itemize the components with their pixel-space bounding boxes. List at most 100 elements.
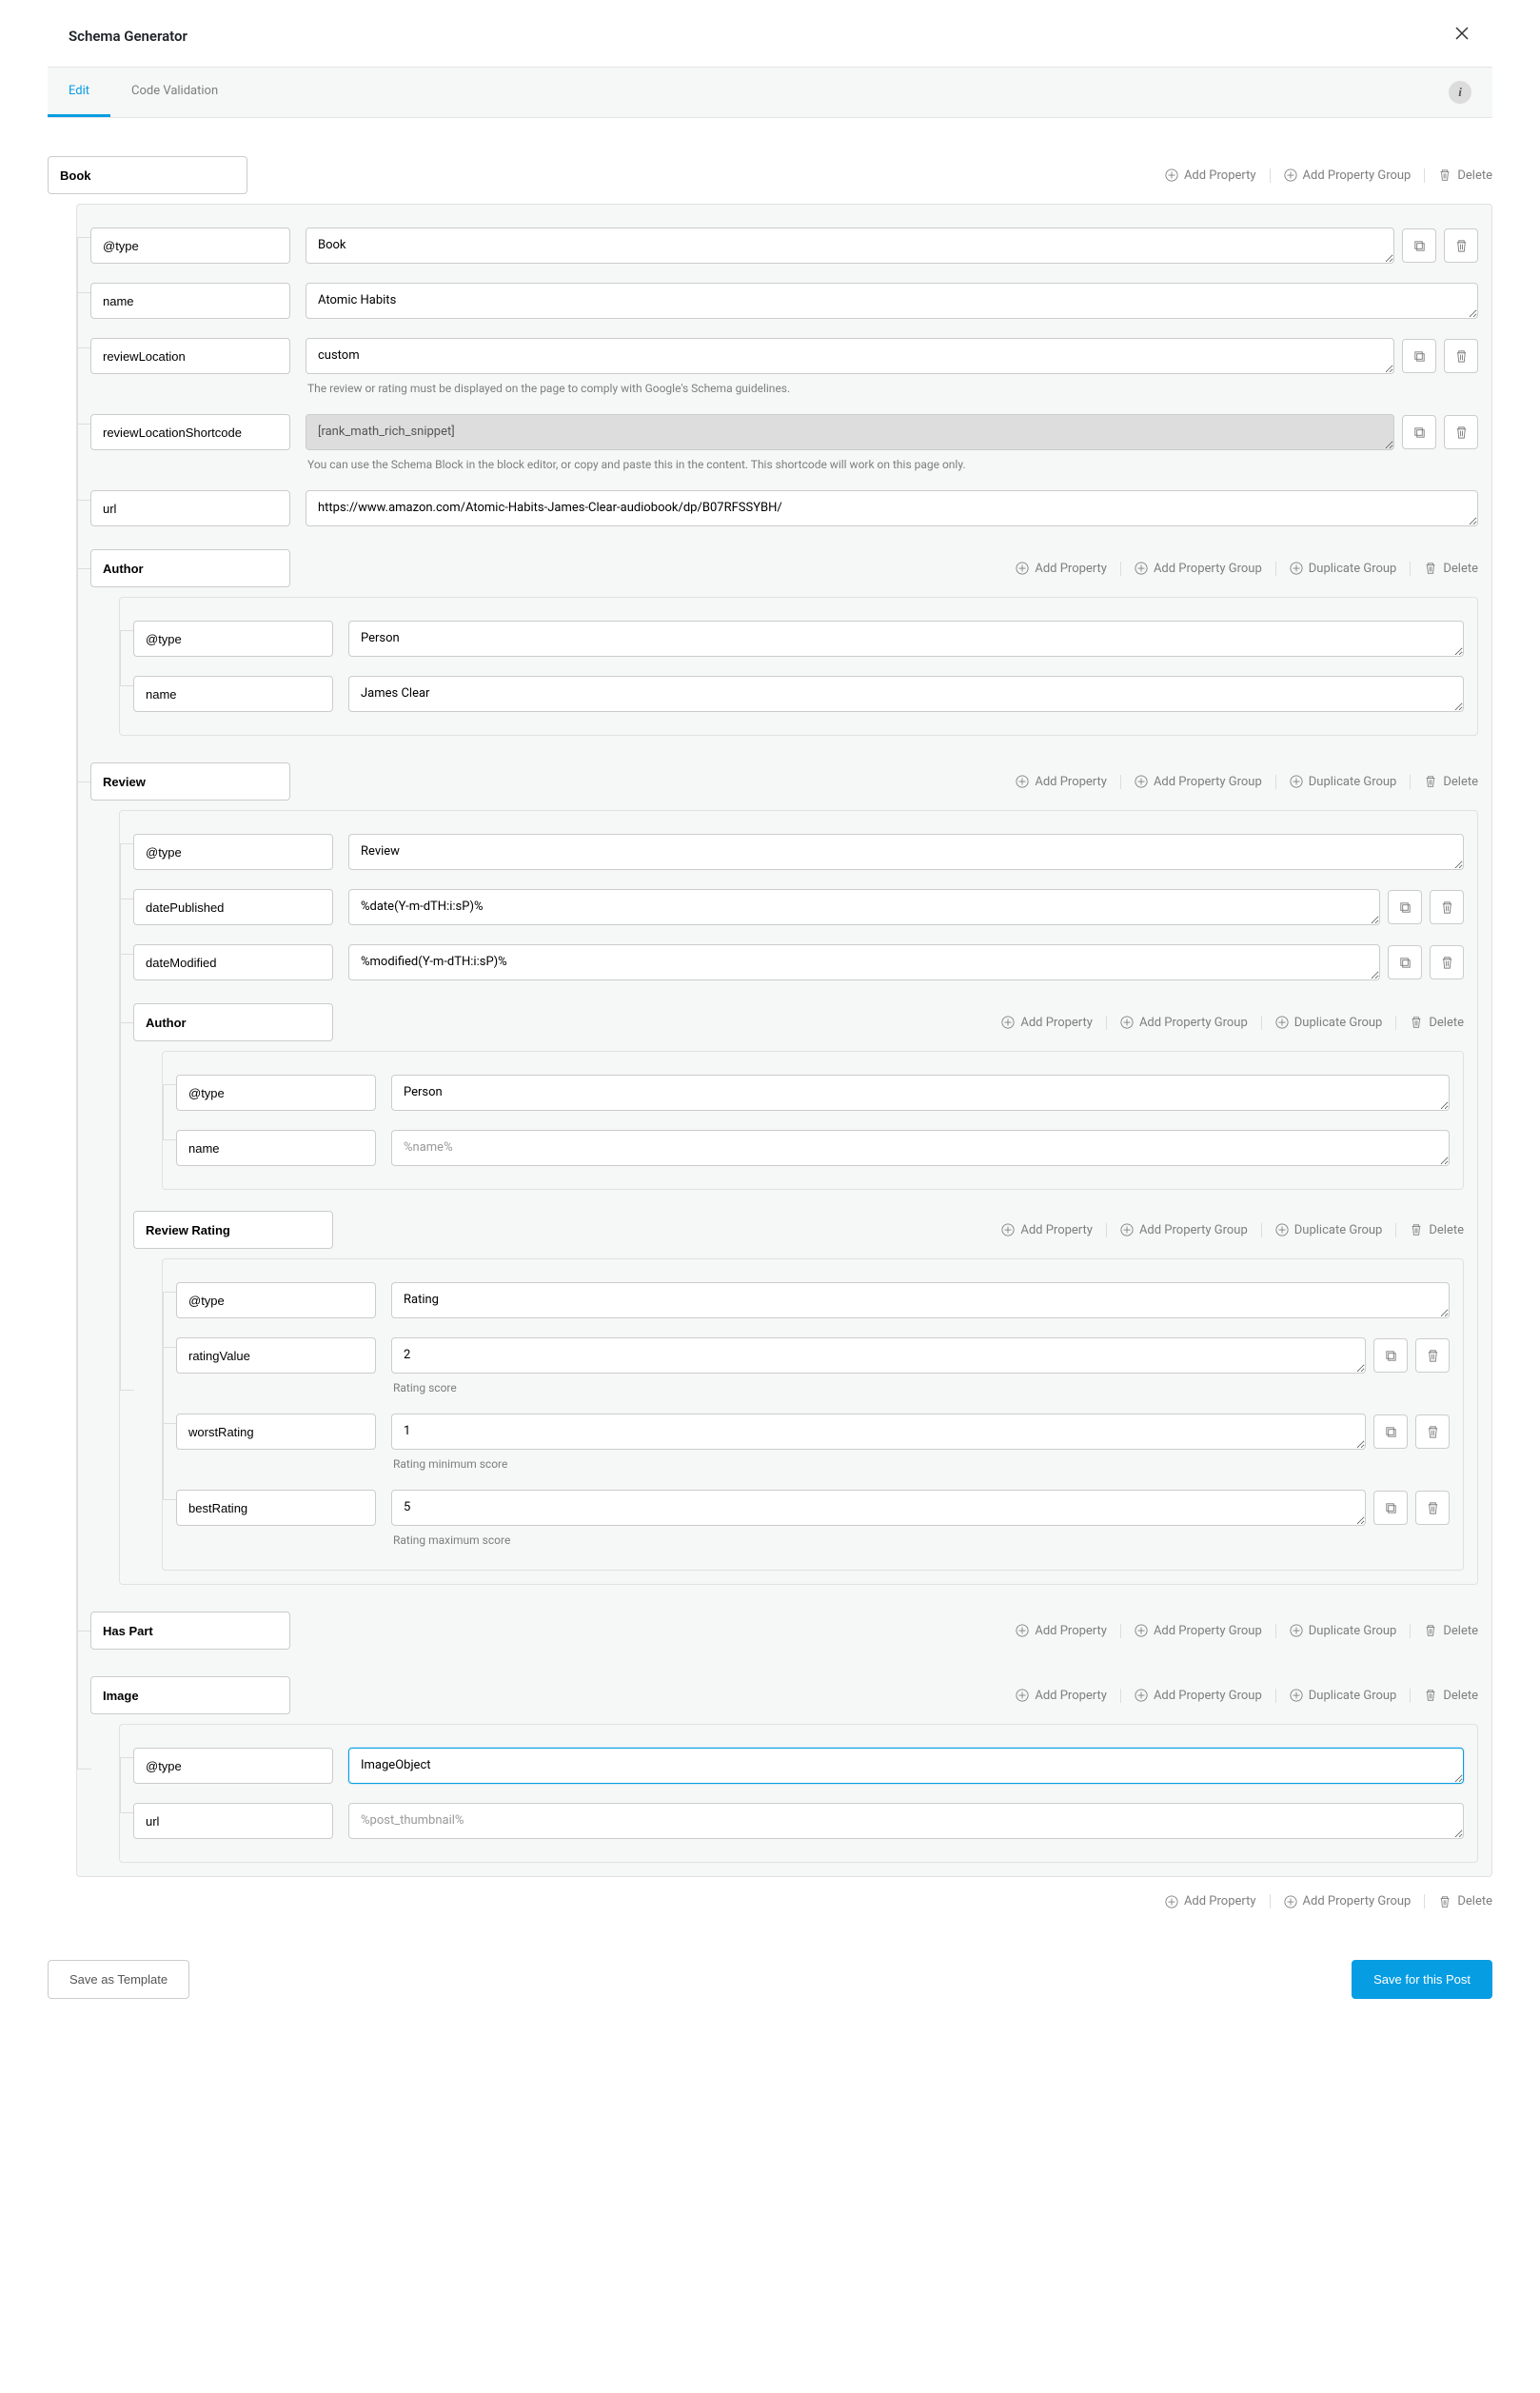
add-property-link[interactable]: Add Property: [988, 1016, 1107, 1030]
add-property-group-link[interactable]: Add Property Group: [1107, 1223, 1262, 1237]
property-label-input[interactable]: [133, 1803, 333, 1839]
property-value-input[interactable]: Review: [348, 834, 1464, 870]
property-row: Book: [90, 218, 1478, 273]
property-label-input[interactable]: [90, 283, 290, 319]
copy-button[interactable]: [1388, 890, 1422, 924]
property-label-input[interactable]: [176, 1414, 376, 1450]
delete-button[interactable]: [1444, 228, 1478, 263]
group-label-input[interactable]: [90, 1676, 290, 1714]
copy-button[interactable]: [1402, 339, 1436, 373]
property-label-input[interactable]: [133, 1748, 333, 1784]
property-value-input[interactable]: Atomic Habits: [306, 283, 1478, 319]
property-label-input[interactable]: [90, 227, 290, 264]
copy-button[interactable]: [1402, 228, 1436, 263]
property-value-input[interactable]: Book: [306, 227, 1394, 264]
group-label-input[interactable]: [90, 762, 290, 801]
property-value-input[interactable]: James Clear: [348, 676, 1464, 712]
delete-button[interactable]: [1415, 1338, 1450, 1373]
group-label-input[interactable]: [133, 1211, 333, 1249]
copy-button[interactable]: [1373, 1414, 1408, 1449]
delete-link[interactable]: Delete: [1411, 562, 1478, 576]
property-label-input[interactable]: [90, 338, 290, 374]
delete-button[interactable]: [1430, 890, 1464, 924]
group-label-input[interactable]: [90, 549, 290, 587]
add-property-link[interactable]: Add Property: [1002, 1624, 1121, 1638]
action-label: Add Property Group: [1154, 1624, 1262, 1638]
delete-link[interactable]: Delete: [1396, 1016, 1464, 1030]
copy-icon: [1412, 239, 1427, 253]
add-property-group-link[interactable]: Add Property Group: [1121, 775, 1276, 789]
property-label-input[interactable]: [133, 621, 333, 657]
property-value-input[interactable]: https://www.amazon.com/Atomic-Habits-Jam…: [306, 490, 1478, 526]
property-value-input[interactable]: custom: [306, 338, 1394, 374]
duplicate-group-link[interactable]: Duplicate Group: [1276, 775, 1412, 789]
property-label-input[interactable]: [133, 676, 333, 712]
add-property-link[interactable]: Add Property: [1152, 168, 1271, 183]
add-property-group-link[interactable]: Add Property Group: [1271, 168, 1426, 183]
delete-link[interactable]: Delete: [1425, 168, 1492, 183]
add-property-group-link[interactable]: Add Property Group: [1271, 1894, 1426, 1908]
delete-link[interactable]: Delete: [1425, 1894, 1492, 1908]
property-label-input[interactable]: [133, 834, 333, 870]
property-value-input[interactable]: 2: [391, 1337, 1366, 1374]
add-property-link[interactable]: Add Property: [988, 1223, 1107, 1237]
add-property-link[interactable]: Add Property: [1152, 1894, 1271, 1908]
duplicate-group-link[interactable]: Duplicate Group: [1276, 562, 1412, 576]
delete-button[interactable]: [1444, 415, 1478, 449]
delete-link[interactable]: Delete: [1411, 1624, 1478, 1638]
property-label-input[interactable]: [90, 490, 290, 526]
property-label-input[interactable]: [176, 1282, 376, 1318]
add-property-link[interactable]: Add Property: [1002, 1689, 1121, 1703]
delete-button[interactable]: [1415, 1414, 1450, 1449]
add-property-link[interactable]: Add Property: [1002, 775, 1121, 789]
root-label-input[interactable]: [48, 156, 247, 194]
duplicate-group-link[interactable]: Duplicate Group: [1262, 1016, 1397, 1030]
property-label-input[interactable]: [90, 414, 290, 450]
delete-button[interactable]: [1444, 339, 1478, 373]
property-label-input[interactable]: [133, 889, 333, 925]
info-icon[interactable]: i: [1449, 81, 1471, 104]
property-label-input[interactable]: [176, 1337, 376, 1374]
property-value-input[interactable]: [rank_math_rich_snippet]: [306, 414, 1394, 450]
property-label-input[interactable]: [176, 1490, 376, 1526]
property-value-input[interactable]: Person: [391, 1075, 1450, 1111]
add-property-link[interactable]: Add Property: [1002, 562, 1121, 576]
add-property-group-link[interactable]: Add Property Group: [1121, 1689, 1276, 1703]
delete-button[interactable]: [1430, 945, 1464, 979]
copy-button[interactable]: [1373, 1491, 1408, 1525]
delete-link[interactable]: Delete: [1411, 775, 1478, 789]
tab-edit[interactable]: Edit: [48, 68, 110, 117]
copy-button[interactable]: [1402, 415, 1436, 449]
close-button[interactable]: [1452, 23, 1471, 49]
property-value-input[interactable]: Person: [348, 621, 1464, 657]
group-label-input[interactable]: [133, 1003, 333, 1041]
property-label-input[interactable]: [176, 1075, 376, 1111]
duplicate-group-link[interactable]: Duplicate Group: [1276, 1624, 1412, 1638]
duplicate-group-link[interactable]: Duplicate Group: [1262, 1223, 1397, 1237]
property-row: [133, 1793, 1464, 1849]
group-label-input[interactable]: [90, 1612, 290, 1650]
add-property-group-link[interactable]: Add Property Group: [1107, 1016, 1262, 1030]
copy-button[interactable]: [1388, 945, 1422, 979]
copy-button[interactable]: [1373, 1338, 1408, 1373]
duplicate-group-link[interactable]: Duplicate Group: [1276, 1689, 1412, 1703]
property-label-input[interactable]: [176, 1130, 376, 1166]
property-label-input[interactable]: [133, 944, 333, 980]
property-value-input[interactable]: [348, 1803, 1464, 1839]
property-value-input[interactable]: [391, 1130, 1450, 1166]
tab-code-validation[interactable]: Code Validation: [110, 68, 239, 117]
delete-link[interactable]: Delete: [1411, 1689, 1478, 1703]
group-header: Add Property Add Property Group Duplicat…: [90, 549, 1478, 587]
property-value-input[interactable]: 5: [391, 1490, 1366, 1526]
delete-button[interactable]: [1415, 1491, 1450, 1525]
delete-link[interactable]: Delete: [1396, 1223, 1464, 1237]
property-value-input[interactable]: 1: [391, 1414, 1366, 1450]
add-property-group-link[interactable]: Add Property Group: [1121, 1624, 1276, 1638]
add-property-group-link[interactable]: Add Property Group: [1121, 562, 1276, 576]
save-template-button[interactable]: Save as Template: [48, 1960, 189, 1999]
property-value-input[interactable]: %date(Y-m-dTH:i:sP)%: [348, 889, 1380, 925]
property-value-input[interactable]: %modified(Y-m-dTH:i:sP)%: [348, 944, 1380, 980]
save-post-button[interactable]: Save for this Post: [1352, 1960, 1492, 1999]
property-value-input[interactable]: ImageObject: [348, 1748, 1464, 1784]
property-value-input[interactable]: Rating: [391, 1282, 1450, 1318]
